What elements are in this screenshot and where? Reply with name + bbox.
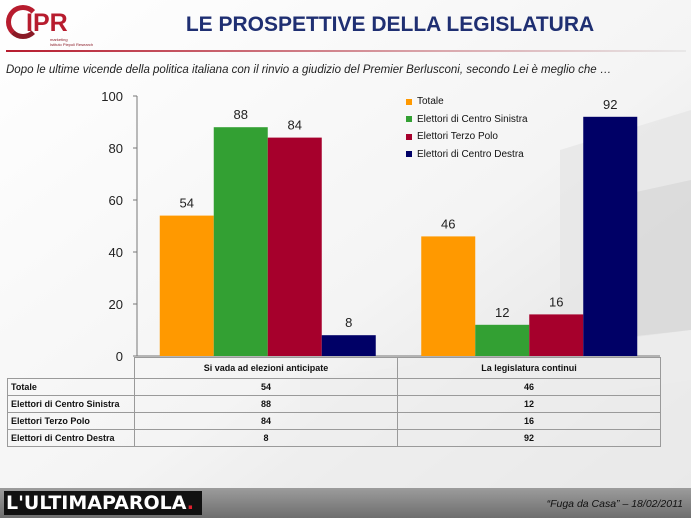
legend-swatch xyxy=(406,133,412,140)
data-label: 88 xyxy=(234,107,248,122)
table-corner xyxy=(8,358,135,379)
header-divider xyxy=(6,50,686,52)
table-value: 88 xyxy=(134,395,398,413)
table-series-label: Elettori di Centro Sinistra xyxy=(7,395,135,413)
chart-legend: Totale Elettori di Centro Sinistra Elettor… xyxy=(406,93,528,163)
header: IPR marketing Istituto Piepoli Research … xyxy=(0,0,691,56)
data-label: 8 xyxy=(345,315,352,330)
footer-date: “Fuga da Casa” – 18/02/2011 xyxy=(546,498,683,510)
y-tick-label: 40 xyxy=(109,245,123,260)
legend-entry: Elettori Terzo Polo xyxy=(406,128,528,146)
bar xyxy=(475,324,530,356)
logo-ring-icon xyxy=(6,5,40,39)
bar xyxy=(159,215,214,356)
brand-text: L'ULTIMAPAROLA xyxy=(6,492,187,514)
table-value: 84 xyxy=(134,412,398,430)
table-value: 54 xyxy=(134,378,398,396)
legend-label: Elettori di Centro Sinistra xyxy=(417,113,528,125)
data-table: Si vada ad elezioni anticipate La legisla… xyxy=(7,357,661,447)
data-label: 12 xyxy=(495,305,509,320)
table-series-label: Elettori Terzo Polo xyxy=(7,412,135,430)
survey-question: Dopo le ultime vicende della politica it… xyxy=(6,64,612,76)
table-row: Elettori di Centro Destra 8 92 xyxy=(7,429,661,447)
legend-entry: Elettori di Centro Sinistra xyxy=(406,111,528,129)
ultimaparola-logo: L'ULTIMAPAROLA. xyxy=(4,491,202,515)
logo-text: IPR xyxy=(26,9,68,37)
data-label: 54 xyxy=(180,196,194,211)
page-title: LE PROSPETTIVE DELLA LEGISLATURA xyxy=(185,13,595,36)
legend-entry: Totale xyxy=(406,93,528,111)
legend-swatch xyxy=(406,151,412,158)
bar xyxy=(321,335,376,356)
bar xyxy=(213,127,268,356)
data-label: 92 xyxy=(603,97,617,112)
legend-swatch xyxy=(406,98,412,105)
legend-label: Elettori di Centro Destra xyxy=(417,148,524,160)
data-label: 16 xyxy=(549,294,563,309)
table-row: Elettori di Centro Sinistra 88 12 xyxy=(7,395,661,413)
data-label: 84 xyxy=(288,118,302,133)
y-tick-label: 80 xyxy=(109,141,123,156)
legend-entry: Elettori di Centro Destra xyxy=(406,146,528,164)
legend-swatch xyxy=(406,116,412,123)
table-value: 8 xyxy=(134,429,398,447)
data-label: 46 xyxy=(441,216,455,231)
bar xyxy=(421,236,476,356)
logo-subtext: marketing Istituto Piepoli Research xyxy=(50,37,94,47)
table-category-header: La legislatura continui xyxy=(397,357,661,379)
logo-sub-1: marketing xyxy=(50,37,68,42)
table-value: 46 xyxy=(397,378,661,396)
table-row: Elettori Terzo Polo 84 16 xyxy=(7,412,661,430)
y-tick-label: 20 xyxy=(109,297,123,312)
y-tick-label: 60 xyxy=(109,193,123,208)
bar xyxy=(529,314,584,356)
bar xyxy=(267,137,322,356)
table-category-header: Si vada ad elezioni anticipate xyxy=(134,357,398,379)
table-value: 16 xyxy=(397,412,661,430)
table-series-label: Totale xyxy=(7,378,135,396)
logo-sub-2: Istituto Piepoli Research xyxy=(50,41,94,47)
y-tick-label: 0 xyxy=(116,349,123,364)
legend-label: Elettori Terzo Polo xyxy=(417,131,498,143)
brand-dot: . xyxy=(186,492,195,514)
ipr-logo: IPR marketing Istituto Piepoli Research xyxy=(6,3,96,51)
y-tick-label: 100 xyxy=(101,89,123,104)
table-header-row: Si vada ad elezioni anticipate La legisla… xyxy=(8,357,661,379)
table-value: 92 xyxy=(397,429,661,447)
table-value: 12 xyxy=(397,395,661,413)
table-row: Totale 54 46 xyxy=(7,378,661,396)
table-series-label: Elettori di Centro Destra xyxy=(7,429,135,447)
bar xyxy=(583,116,638,356)
legend-label: Totale xyxy=(417,96,444,108)
